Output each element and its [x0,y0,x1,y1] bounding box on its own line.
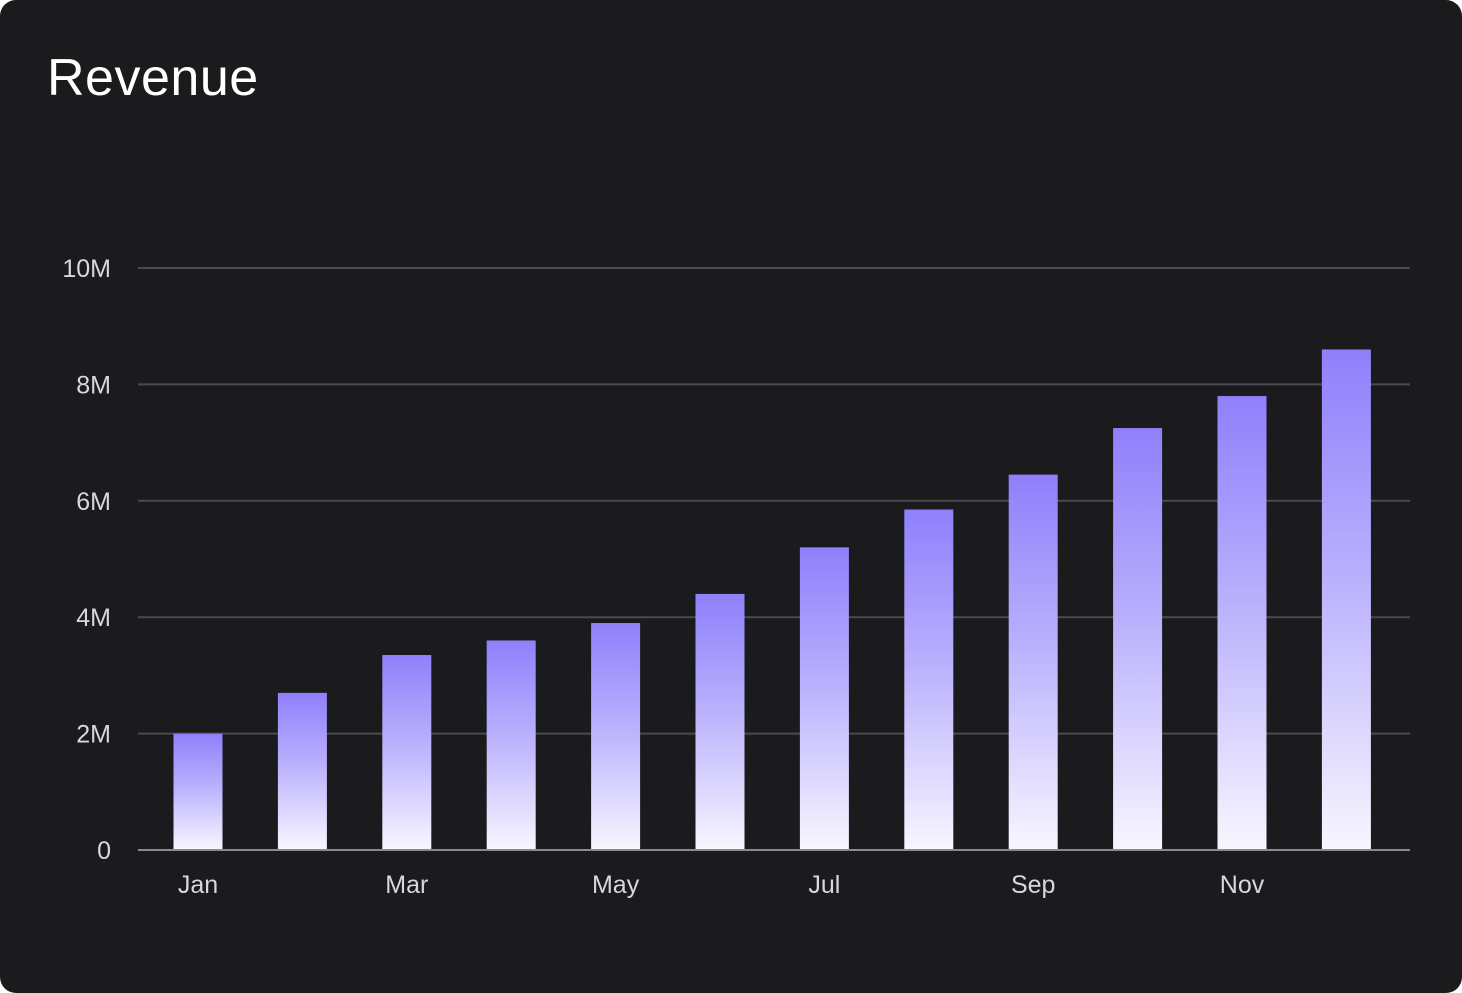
y-tick-label: 2M [76,721,111,749]
bar-dec [1321,349,1371,850]
y-tick-label: 0 [97,837,111,865]
tick-labels: 0 2M 4M 6M 8M 10M Jan Mar May Jul Sep Nov [62,255,1264,899]
y-tick-label: 6M [76,488,111,516]
bars [173,349,1371,850]
bar-mar [382,655,432,850]
x-tick-label: May [592,871,640,899]
x-tick-label: Jul [808,871,840,899]
bar-aug [904,509,954,850]
x-tick-label: Mar [385,871,428,899]
bar-jun [695,593,745,850]
bar-apr [486,640,536,850]
chart-title: Revenue [47,49,259,107]
bar-jan [173,733,223,850]
bar-feb [277,692,327,850]
bar-may [591,623,641,850]
y-tick-label: 4M [76,604,111,632]
bar-nov [1217,396,1267,850]
x-tick-label: Jan [178,871,218,899]
y-tick-label: 10M [62,255,111,283]
y-tick-label: 8M [76,371,111,399]
gridlines [138,267,1410,735]
bar-sep [1008,474,1058,850]
bar-oct [1113,428,1163,850]
x-tick-label: Sep [1011,871,1055,899]
x-tick-label: Nov [1220,871,1265,899]
bar-jul [799,547,849,850]
